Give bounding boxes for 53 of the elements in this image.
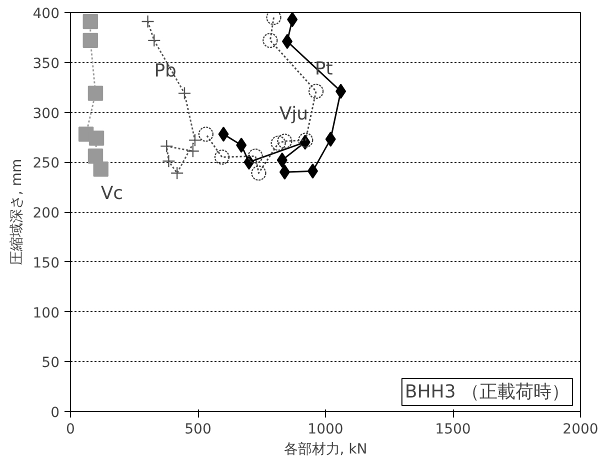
point <box>88 130 104 146</box>
point <box>214 150 230 165</box>
y-axis-title: 圧縮域深さ, mm <box>8 158 25 266</box>
point <box>160 140 174 153</box>
point <box>170 166 184 180</box>
point <box>188 134 202 147</box>
x-tick-label: 500 <box>184 422 212 438</box>
y-tick-label: 100 <box>32 305 60 322</box>
point <box>141 14 154 28</box>
point <box>248 148 263 164</box>
point <box>277 134 292 149</box>
point <box>307 164 318 179</box>
point <box>262 32 278 48</box>
point <box>162 154 176 168</box>
y-tick-label: 0 <box>50 405 60 421</box>
y-tick-label: 50 <box>42 355 60 372</box>
y-tick-label: 200 <box>32 206 60 222</box>
point <box>279 164 290 180</box>
point <box>82 14 98 30</box>
point <box>186 144 200 158</box>
point <box>93 162 108 177</box>
point <box>251 166 266 181</box>
series-label: Pt <box>314 58 333 80</box>
point <box>148 34 161 48</box>
x-tick-label: 2000 <box>562 422 598 438</box>
x-tick-label: 0 <box>66 422 75 438</box>
point <box>276 152 288 168</box>
y-tick-label: 150 <box>32 255 60 272</box>
point <box>336 84 346 99</box>
series-label: Vc <box>100 183 124 204</box>
x-tick-label: 1000 <box>308 422 344 438</box>
point <box>308 84 324 99</box>
point <box>270 136 286 151</box>
point <box>298 132 314 148</box>
point <box>178 86 192 100</box>
point <box>198 126 214 142</box>
y-tick-label: 400 <box>32 6 60 22</box>
x-axis-title: 各部材力, kN <box>284 442 368 458</box>
point <box>282 34 293 50</box>
series-label: Pb <box>154 60 176 82</box>
point <box>266 12 282 26</box>
point <box>88 86 104 101</box>
point <box>218 126 229 142</box>
y-tick-label: 300 <box>32 106 60 122</box>
annotation: BHH3 （正載荷時） <box>404 382 570 402</box>
point <box>325 132 336 147</box>
x-tick-label: 1500 <box>435 422 471 438</box>
y-tick-label: 350 <box>32 56 60 72</box>
point <box>82 32 98 48</box>
point <box>287 12 298 28</box>
y-tick-label: 250 <box>32 156 60 172</box>
series-label: Vju <box>279 103 308 124</box>
point <box>236 138 247 153</box>
